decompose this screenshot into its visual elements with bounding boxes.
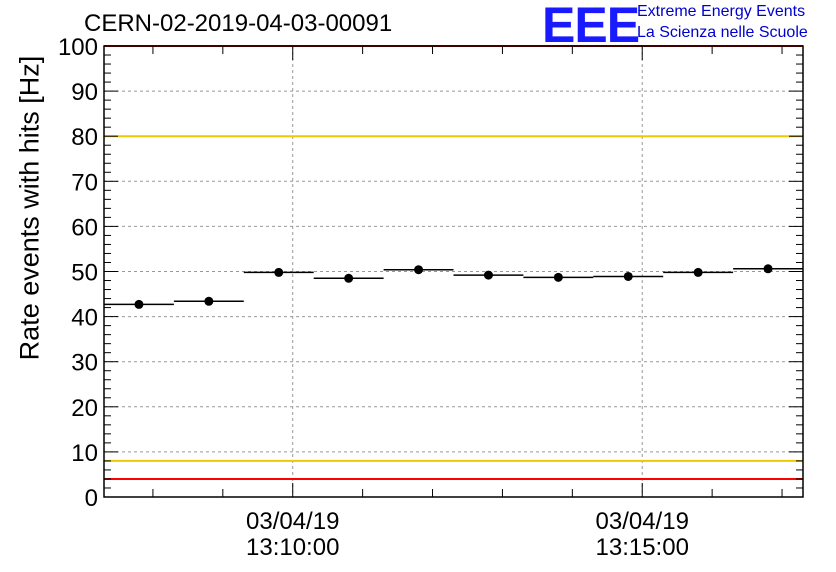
x-tick-label-0: 03/04/19 13:10:00: [233, 509, 353, 561]
x-tick-time: 13:10:00: [246, 534, 340, 561]
data-point-8: [693, 267, 703, 277]
plot-frame: [103, 45, 804, 498]
y-tick-label-7: 70: [71, 169, 98, 196]
data-series: [104, 264, 803, 309]
data-point-1: [204, 296, 214, 306]
y-tick-label-8: 80: [71, 124, 98, 151]
data-point-5: [483, 270, 493, 280]
data-point-0: [134, 299, 144, 309]
y-tick-label-4: 40: [71, 305, 98, 332]
logo-subtitle-line2: La Scienza nelle Scuole: [637, 24, 808, 41]
x-tick-date: 03/04/19: [246, 508, 340, 535]
y-tick-label-10: 100: [58, 34, 98, 61]
y-tick-label-2: 20: [71, 395, 98, 422]
data-point-9: [763, 264, 773, 274]
y-tick-labels: 0 10 20 30 40 50 60 70 80 90 100: [58, 34, 98, 512]
x-tick-time: 13:15:00: [595, 534, 689, 561]
data-point-2: [274, 267, 284, 277]
x-tick-label-1: 03/04/19 13:15:00: [582, 509, 702, 561]
y-tick-label-5: 50: [71, 260, 98, 287]
chart-title: CERN-02-2019-04-03-00091: [84, 10, 393, 37]
data-point-6: [553, 272, 563, 282]
data-point-7: [623, 271, 633, 281]
data-point-4: [414, 265, 424, 275]
logo-subtitle-line1: Extreme Energy Events: [637, 3, 806, 20]
reference-lines: [104, 45, 803, 480]
y-tick-label-1: 10: [71, 440, 98, 467]
data-point-3: [344, 273, 354, 283]
y-tick-label-0: 0: [85, 485, 98, 512]
y-tick-label-9: 90: [71, 79, 98, 106]
eee-logo: EEE: [542, 0, 640, 53]
y-tick-label-3: 30: [71, 350, 98, 377]
x-tick-date: 03/04/19: [595, 508, 689, 535]
y-tick-label-6: 60: [71, 214, 98, 241]
